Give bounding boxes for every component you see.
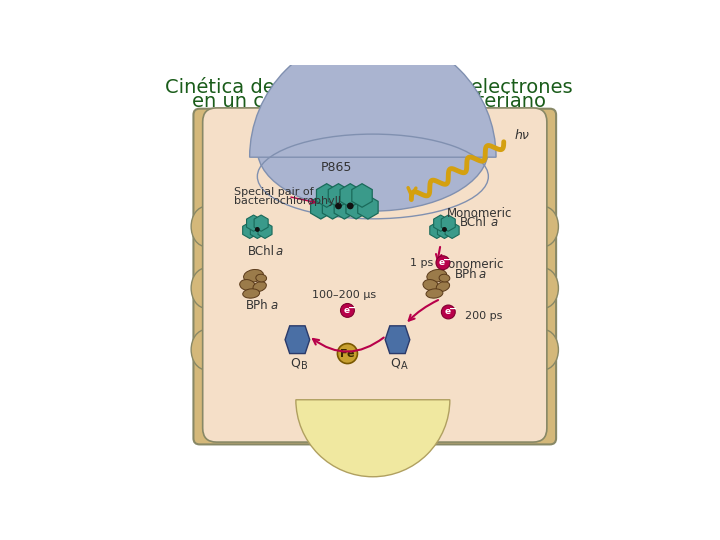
- Text: e: e: [343, 306, 350, 314]
- Polygon shape: [317, 184, 337, 207]
- Polygon shape: [438, 222, 451, 239]
- Polygon shape: [334, 195, 354, 219]
- Text: a: a: [275, 245, 282, 259]
- Polygon shape: [346, 195, 366, 219]
- Text: Monomeric: Monomeric: [438, 259, 504, 272]
- Ellipse shape: [257, 88, 488, 211]
- Text: bacteriochlorophyll: bacteriochlorophyll: [234, 196, 341, 206]
- Ellipse shape: [436, 282, 449, 292]
- Wedge shape: [250, 34, 496, 157]
- Circle shape: [443, 228, 446, 231]
- Text: −: −: [444, 255, 451, 265]
- Text: −: −: [449, 304, 457, 314]
- Ellipse shape: [243, 269, 264, 282]
- Circle shape: [436, 256, 450, 269]
- Ellipse shape: [427, 269, 446, 282]
- Text: Fe: Fe: [340, 348, 355, 359]
- Ellipse shape: [256, 274, 266, 282]
- Polygon shape: [352, 184, 372, 207]
- Ellipse shape: [439, 274, 450, 282]
- Ellipse shape: [423, 280, 438, 291]
- Text: en un centro de reacción bacteriano: en un centro de reacción bacteriano: [192, 92, 546, 111]
- Ellipse shape: [191, 330, 220, 370]
- Text: BChl: BChl: [460, 216, 487, 229]
- Polygon shape: [441, 215, 455, 231]
- Text: Monomeric: Monomeric: [446, 207, 512, 220]
- Circle shape: [441, 305, 455, 319]
- Text: −: −: [348, 302, 356, 312]
- Ellipse shape: [240, 280, 255, 291]
- Polygon shape: [251, 222, 264, 239]
- Text: B: B: [301, 361, 307, 371]
- Circle shape: [256, 228, 259, 231]
- Text: a: a: [271, 299, 278, 312]
- Text: e: e: [444, 307, 451, 316]
- Wedge shape: [296, 400, 450, 477]
- Polygon shape: [243, 222, 257, 239]
- Text: 100–200 μs: 100–200 μs: [312, 290, 376, 300]
- Text: P865: P865: [321, 161, 352, 174]
- Text: Q: Q: [390, 356, 400, 369]
- Text: BPh: BPh: [455, 268, 477, 281]
- Ellipse shape: [529, 330, 559, 370]
- Circle shape: [341, 303, 354, 318]
- Polygon shape: [385, 326, 410, 354]
- Ellipse shape: [191, 206, 220, 247]
- Text: e: e: [439, 258, 445, 267]
- Polygon shape: [246, 215, 261, 231]
- Polygon shape: [430, 222, 444, 239]
- Ellipse shape: [253, 282, 266, 292]
- Ellipse shape: [191, 268, 220, 308]
- Text: Special pair of: Special pair of: [234, 187, 314, 197]
- Text: a: a: [490, 216, 498, 229]
- Polygon shape: [310, 195, 331, 219]
- Bar: [215, 236, 539, 428]
- Text: BPh: BPh: [246, 299, 269, 312]
- Ellipse shape: [529, 206, 559, 247]
- Text: BChl: BChl: [248, 245, 275, 259]
- Text: Cinética de la transferencia de electrones: Cinética de la transferencia de electron…: [165, 78, 573, 97]
- Ellipse shape: [529, 268, 559, 308]
- Ellipse shape: [426, 289, 443, 298]
- Polygon shape: [285, 326, 310, 354]
- Polygon shape: [358, 195, 378, 219]
- FancyBboxPatch shape: [203, 108, 547, 442]
- Polygon shape: [340, 184, 361, 207]
- Text: 1 ps: 1 ps: [410, 258, 433, 268]
- Circle shape: [348, 203, 353, 208]
- Circle shape: [336, 203, 341, 208]
- Text: A: A: [401, 361, 408, 371]
- Text: 200 ps: 200 ps: [465, 311, 503, 321]
- Text: Q: Q: [290, 356, 300, 369]
- Polygon shape: [328, 184, 348, 207]
- Polygon shape: [445, 222, 459, 239]
- Circle shape: [338, 343, 357, 363]
- Polygon shape: [258, 222, 272, 239]
- Polygon shape: [254, 215, 268, 231]
- FancyBboxPatch shape: [194, 109, 556, 444]
- Text: hν: hν: [515, 129, 529, 142]
- Ellipse shape: [243, 289, 260, 298]
- Polygon shape: [323, 195, 343, 219]
- Polygon shape: [433, 215, 448, 231]
- Text: a: a: [479, 268, 486, 281]
